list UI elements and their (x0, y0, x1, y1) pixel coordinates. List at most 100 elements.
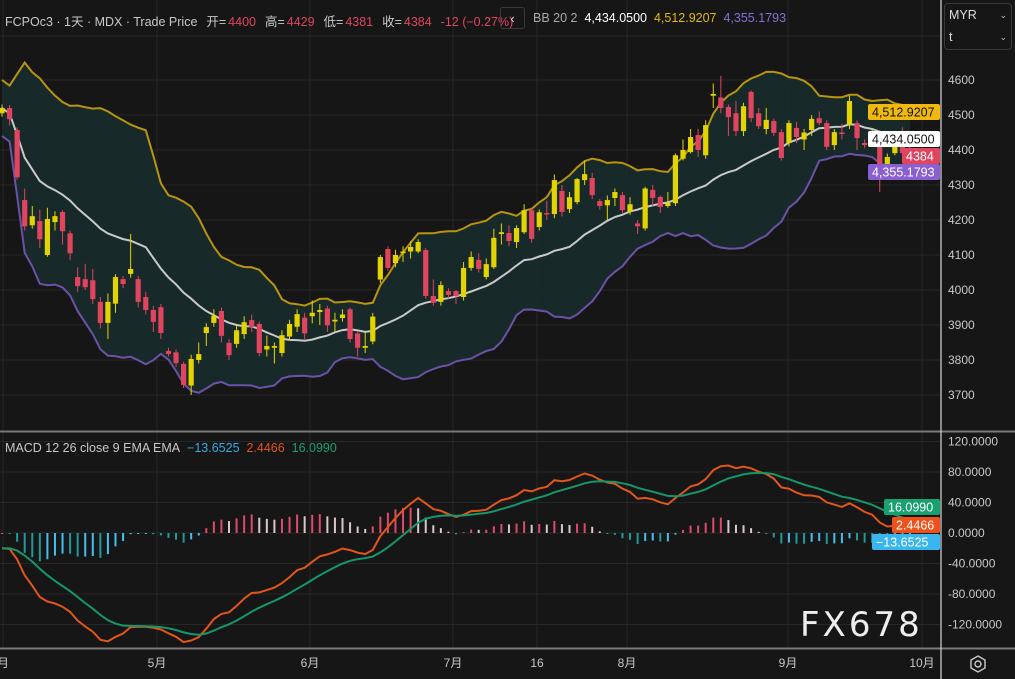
candle (491, 228, 497, 269)
symbol-legend: FCPOc3 · 1天 · MDX · Trade Price 开= 4400 高… (5, 11, 515, 30)
candle-body (846, 101, 853, 126)
bb-basis-badge: 4,434.0500 (868, 131, 940, 147)
candle-body (97, 301, 103, 323)
candle-body (264, 346, 270, 350)
candle (370, 312, 376, 345)
unit-option[interactable]: t ⌄ (945, 26, 1011, 48)
macd-histogram-bar (46, 533, 49, 560)
candle (529, 207, 535, 243)
candle (181, 361, 187, 388)
candle-body (884, 157, 890, 169)
close-value: 4384 (403, 15, 432, 29)
candle-body (725, 106, 731, 118)
macd-signal-line (1, 471, 911, 636)
candle (635, 220, 641, 234)
macd-histogram-bar (394, 509, 397, 533)
candle-body (574, 179, 580, 203)
badge-background (884, 499, 940, 515)
macd-histogram-bar (545, 524, 548, 533)
badge-background (868, 104, 940, 120)
candle (771, 118, 777, 136)
macd-histogram-bar (212, 521, 215, 533)
candle (241, 316, 247, 339)
close-label: 收= (382, 15, 402, 29)
settings-gear-icon[interactable] (969, 655, 987, 673)
candle-body (29, 216, 35, 226)
badge-text: 4,434.0500 (872, 133, 935, 147)
candle-body (226, 342, 232, 356)
candle (226, 339, 232, 360)
candle-body (877, 143, 883, 170)
candle-body (6, 108, 13, 120)
currency-select[interactable]: MYR ⌄ t ⌄ (944, 3, 1012, 50)
candle (128, 234, 134, 278)
candle (582, 160, 588, 185)
candle (59, 210, 66, 245)
candle (362, 332, 368, 353)
macd-histogram-bar (833, 533, 836, 544)
candle-body (650, 189, 656, 198)
candle (279, 330, 285, 357)
candle (733, 101, 739, 136)
macd-histogram-bar (333, 517, 336, 533)
candle-body (657, 196, 663, 208)
macd-tick-label: -120.0000 (948, 618, 1002, 632)
macd-histogram-bar (742, 525, 745, 533)
macd-histogram-bar (144, 533, 147, 534)
badge-text: −13.6525 (876, 536, 929, 550)
collapse-legend-button[interactable]: ‹ (500, 7, 525, 29)
price-tick-label: 4200 (948, 213, 975, 227)
macd-tick-label: 0.0000 (948, 526, 985, 540)
candle (445, 288, 452, 299)
candle (97, 297, 103, 329)
open-label: 开= (206, 15, 227, 29)
candle (506, 225, 512, 247)
macd-histogram-bar (772, 533, 775, 538)
macd-histogram-bar (530, 524, 533, 533)
macd-histogram-bar (326, 516, 329, 533)
macd-histogram-bar (197, 533, 200, 536)
candle (271, 342, 277, 364)
candle-body (566, 197, 573, 210)
candle (150, 305, 156, 332)
candle-body (135, 279, 141, 302)
candle-body (400, 251, 406, 254)
candle (559, 185, 565, 217)
candle-body (793, 127, 800, 138)
macd-histogram-bar (341, 518, 344, 533)
candle (14, 127, 20, 180)
candle-body (642, 188, 648, 229)
macd-histogram-bar (432, 525, 435, 533)
candle (536, 209, 542, 231)
macd-histogram-bar (515, 523, 518, 533)
change-value: -12 (−0.27%) (440, 15, 514, 29)
macd-histogram-bar (417, 508, 420, 533)
candle (165, 347, 172, 357)
macd-tick-label: 80.0000 (948, 465, 992, 479)
candle-body (14, 130, 20, 178)
candle-body (529, 210, 535, 239)
currency-option[interactable]: MYR ⌄ (945, 4, 1011, 26)
macd-histogram-bar (712, 517, 715, 533)
candle-body (44, 218, 50, 255)
candle (82, 263, 88, 290)
candle-body (551, 180, 557, 215)
candle-body (37, 221, 43, 240)
price-tick-label: 4300 (948, 178, 975, 192)
candle-body (559, 190, 565, 212)
macd-histogram-bar (856, 533, 859, 541)
candle-body (498, 232, 504, 234)
candle (627, 197, 633, 215)
candle-body (203, 327, 209, 334)
candle (748, 90, 754, 122)
candle-body (196, 354, 202, 360)
bb-fill (2, 62, 910, 393)
macd-histogram-bar (386, 512, 389, 533)
macd-histogram-bar (636, 533, 639, 544)
macd-histogram-bar (273, 519, 276, 533)
price-tick-label: 4000 (948, 283, 975, 297)
candle (264, 335, 270, 357)
candle (135, 276, 141, 308)
candle (6, 105, 13, 126)
